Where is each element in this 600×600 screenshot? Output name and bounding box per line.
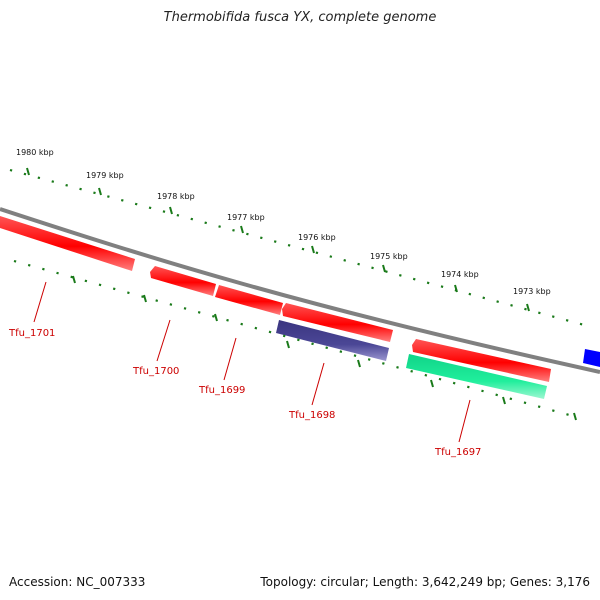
leader-tfu-1700 xyxy=(156,319,171,362)
tick-major xyxy=(240,225,244,234)
map-title: Thermobifida fusca YX, complete genome xyxy=(163,10,437,25)
gene-label-tfu-1699: Tfu_1699 xyxy=(198,385,245,396)
tick-label: 1975 kbp xyxy=(370,252,408,261)
tick-major xyxy=(26,167,30,176)
tick-label: 1974 kbp xyxy=(441,270,479,279)
gene-tfu-1697-minus[interactable] xyxy=(406,354,547,399)
tick-major xyxy=(526,303,530,312)
edge-feature[interactable] xyxy=(583,349,600,367)
gene-labels: Tfu_1701 Tfu_1700 Tfu_1699 Tfu_1698 Tfu_… xyxy=(8,328,481,458)
genome-backbone xyxy=(0,207,600,374)
gene-tfu-1701[interactable] xyxy=(0,216,135,271)
gene-label-tfu-1698: Tfu_1698 xyxy=(288,410,335,421)
tick-major xyxy=(573,412,577,421)
label-leaders xyxy=(33,281,471,443)
tick-major xyxy=(502,396,506,405)
gene-tfu-1699[interactable] xyxy=(215,285,283,315)
tick-major xyxy=(72,275,76,284)
minus-strand-genes xyxy=(276,320,547,399)
tick-label: 1978 kbp xyxy=(157,192,195,201)
gene-label-tfu-1697: Tfu_1697 xyxy=(434,447,481,458)
tick-major xyxy=(286,340,290,349)
tick-major xyxy=(454,284,458,293)
tick-major xyxy=(430,379,434,388)
outer-tick-track xyxy=(9,167,589,328)
gene-label-tfu-1701: Tfu_1701 xyxy=(8,328,55,339)
tick-label: 1973 kbp xyxy=(513,287,551,296)
tick-label: 1977 kbp xyxy=(227,213,265,222)
tick-major xyxy=(98,187,102,196)
tick-major xyxy=(311,245,315,254)
tick-major xyxy=(214,313,218,322)
gene-tfu-1697[interactable] xyxy=(412,339,551,382)
tick-major xyxy=(357,359,361,368)
leader-tfu-1701 xyxy=(33,281,47,323)
leader-tfu-1697 xyxy=(458,399,471,443)
tick-label: 1979 kbp xyxy=(86,171,124,180)
tick-label: 1976 kbp xyxy=(298,233,336,242)
leader-tfu-1699 xyxy=(223,337,237,381)
tick-major xyxy=(169,206,173,215)
tick-label: 1980 kbp xyxy=(16,148,54,157)
accession-text: Accession: NC_007333 xyxy=(9,575,146,589)
genome-summary-text: Topology: circular; Length: 3,642,249 bp… xyxy=(260,575,590,589)
gene-tfu-1698-minus[interactable] xyxy=(276,320,389,361)
gene-tfu-1700[interactable] xyxy=(150,266,216,296)
gene-label-tfu-1700: Tfu_1700 xyxy=(132,366,179,377)
tick-labels: 1980 kbp 1979 kbp 1978 kbp 1977 kbp 1976… xyxy=(16,148,551,296)
leader-tfu-1698 xyxy=(311,362,325,406)
tick-major xyxy=(143,294,147,303)
tick-major xyxy=(382,264,386,273)
plus-strand-genes xyxy=(0,216,551,382)
inner-tick-track xyxy=(13,259,581,421)
gene-tfu-1698[interactable] xyxy=(282,303,393,342)
